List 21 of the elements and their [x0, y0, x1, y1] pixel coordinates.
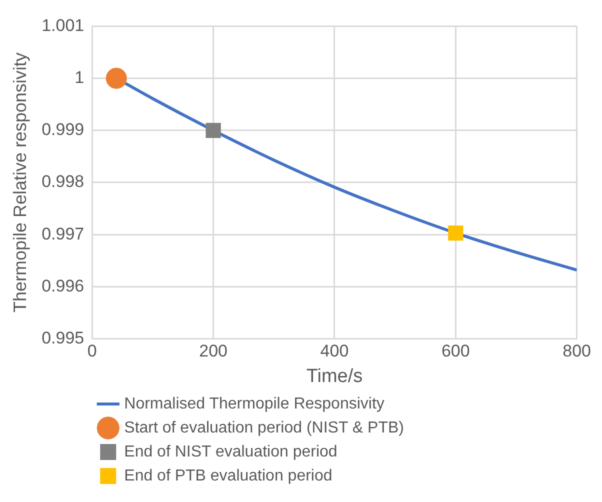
legend-label: End of NIST evaluation period: [124, 443, 338, 460]
x-tick-label: 800: [562, 342, 592, 361]
point: [106, 68, 127, 89]
point: [206, 122, 221, 138]
legend-label: Start of evaluation period (NIST & PTB): [124, 419, 404, 436]
legend-label: End of PTB evaluation period: [124, 467, 332, 484]
legend-label: Normalised Thermopile Responsivity: [124, 395, 384, 412]
x-axis-title: Time/s: [306, 366, 363, 387]
y-tick-label: 1.001: [42, 16, 84, 35]
y-tick-label: 0.997: [42, 224, 84, 244]
y-tick-label: 0.996: [42, 276, 84, 296]
x-tick-label: 0: [87, 342, 97, 361]
y-tick-label: 1: [74, 68, 84, 87]
y-tick-label: 0.995: [42, 328, 84, 348]
y-axis-title: Thermopile Relative responsivity: [10, 52, 30, 313]
point: [448, 225, 464, 241]
y-tick-label: 0.998: [42, 172, 84, 192]
x-tick-label: 400: [320, 342, 349, 361]
x-tick-label: 200: [199, 342, 228, 361]
y-tick-label: 0.999: [42, 120, 84, 140]
x-tick-label: 600: [441, 342, 470, 361]
